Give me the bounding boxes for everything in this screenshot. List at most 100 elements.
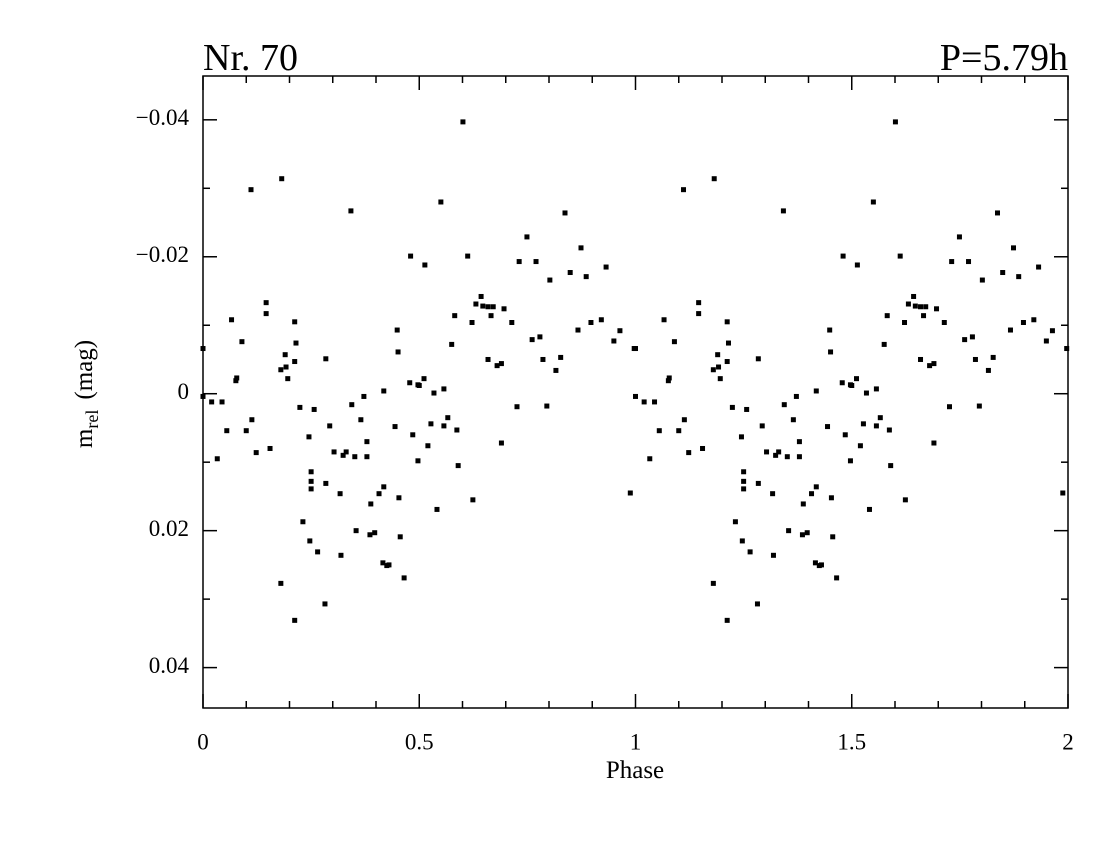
data-point <box>394 327 400 333</box>
data-point <box>911 293 917 299</box>
data-point <box>681 187 687 193</box>
data-point <box>800 501 806 507</box>
data-point <box>847 458 853 464</box>
data-point <box>881 341 887 347</box>
data-point <box>784 454 790 460</box>
data-point <box>253 450 259 456</box>
data-point <box>322 601 328 607</box>
data-point <box>498 440 504 446</box>
data-point <box>292 617 298 623</box>
data-point <box>315 549 321 555</box>
data-point <box>827 327 833 333</box>
data-point <box>490 304 496 310</box>
data-point <box>931 440 937 446</box>
data-point <box>567 270 573 276</box>
data-point <box>488 313 494 319</box>
data-point <box>729 404 735 410</box>
data-point <box>278 580 284 586</box>
data-point <box>781 402 787 408</box>
data-point <box>514 404 520 410</box>
data-point <box>547 277 553 283</box>
data-point <box>884 313 890 319</box>
data-point <box>754 601 760 607</box>
data-point <box>902 320 908 326</box>
y-tick-label: 0.04 <box>149 653 190 678</box>
y-label-sub: rel <box>82 410 102 429</box>
data-point <box>770 552 776 558</box>
data-point <box>923 304 929 310</box>
data-point <box>470 497 476 503</box>
data-point <box>747 549 753 555</box>
data-point <box>724 319 730 325</box>
data-point <box>200 393 206 399</box>
data-point <box>540 356 546 362</box>
data-point <box>666 375 672 381</box>
data-point <box>441 386 447 392</box>
data-point <box>428 421 434 427</box>
data-point <box>297 404 303 410</box>
data-point <box>308 486 314 492</box>
data-point <box>818 562 824 568</box>
data-point <box>361 393 367 399</box>
data-point <box>469 320 475 326</box>
data-point <box>340 452 346 458</box>
data-point <box>934 306 940 312</box>
data-point <box>1036 264 1042 270</box>
data-point <box>892 119 898 125</box>
data-point <box>529 337 535 343</box>
data-point <box>292 319 298 325</box>
data-point <box>558 354 564 360</box>
data-point <box>796 454 802 460</box>
data-point <box>263 300 269 306</box>
data-point <box>338 552 344 558</box>
data-point <box>717 376 723 382</box>
data-point <box>1064 346 1070 352</box>
data-point <box>473 301 479 307</box>
data-point <box>415 458 421 464</box>
data-point <box>969 334 975 340</box>
data-point <box>452 313 458 319</box>
data-point <box>976 403 982 409</box>
data-point <box>603 264 609 270</box>
data-point <box>755 480 761 486</box>
data-point <box>575 327 581 333</box>
data-point <box>337 491 343 497</box>
data-point <box>828 349 834 355</box>
data-point <box>1031 317 1037 323</box>
data-point <box>311 406 317 412</box>
data-point <box>434 506 440 512</box>
data-point <box>598 317 604 323</box>
y-tick-label: −0.04 <box>136 105 190 130</box>
data-point <box>396 495 402 501</box>
data-point <box>234 375 240 381</box>
data-point <box>995 210 1001 216</box>
data-point <box>886 427 892 433</box>
data-point <box>854 376 860 382</box>
data-point <box>380 560 386 566</box>
data-point <box>912 303 918 309</box>
data-point <box>661 317 667 323</box>
data-point <box>283 364 289 370</box>
data-point <box>1060 490 1066 496</box>
data-point <box>617 328 623 334</box>
data-point <box>494 363 500 369</box>
data-point <box>200 346 206 352</box>
data-point <box>633 393 638 399</box>
x-tick-label: 1.5 <box>837 729 866 754</box>
data-point <box>780 208 786 214</box>
data-point <box>839 380 845 386</box>
data-point <box>716 364 722 370</box>
data-point <box>812 560 818 566</box>
data-point <box>764 449 770 455</box>
data-point <box>949 259 955 265</box>
data-point <box>842 432 848 438</box>
data-point <box>578 245 584 251</box>
data-point <box>633 346 638 352</box>
data-point <box>725 340 731 346</box>
x-tick-label: 0.5 <box>405 729 434 754</box>
data-point <box>866 506 872 512</box>
data-point <box>888 463 894 469</box>
data-point <box>501 306 507 312</box>
data-point <box>425 443 431 449</box>
